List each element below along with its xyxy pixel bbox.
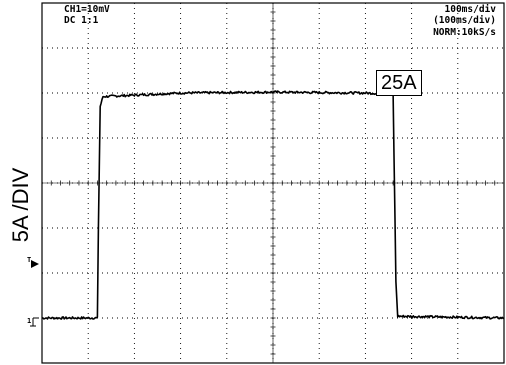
timebase-label-secondary: (100ms/div) [433, 15, 496, 26]
screen-frame [41, 2, 505, 364]
graticule-center-ticks [42, 3, 504, 363]
ground-marker-label: 1 [27, 317, 31, 325]
amplitude-annotation: 25A [376, 70, 422, 96]
waveform-trace [41, 90, 504, 320]
sampling-mode-label: NORM:10kS/s [433, 27, 496, 38]
channel-scale-label: CH1=10mV [64, 4, 110, 15]
ground-reference-marker: 1 [27, 317, 39, 327]
vertical-scale-label: 5A /DIV [8, 167, 33, 243]
trigger-level-marker: T [27, 256, 39, 268]
timebase-label: 100ms/div [444, 4, 496, 15]
trigger-marker-label: T [27, 256, 31, 264]
coupling-label: DC 1:1 [64, 15, 99, 26]
